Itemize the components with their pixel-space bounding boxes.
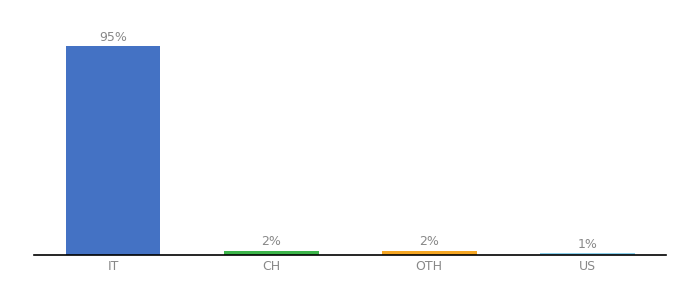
Text: 2%: 2% — [261, 236, 281, 248]
Bar — [540, 253, 635, 255]
Bar — [65, 46, 160, 255]
Text: 2%: 2% — [420, 236, 439, 248]
Bar — [382, 250, 477, 255]
Bar — [224, 250, 318, 255]
Text: 1%: 1% — [577, 238, 597, 250]
Text: 95%: 95% — [99, 31, 127, 44]
